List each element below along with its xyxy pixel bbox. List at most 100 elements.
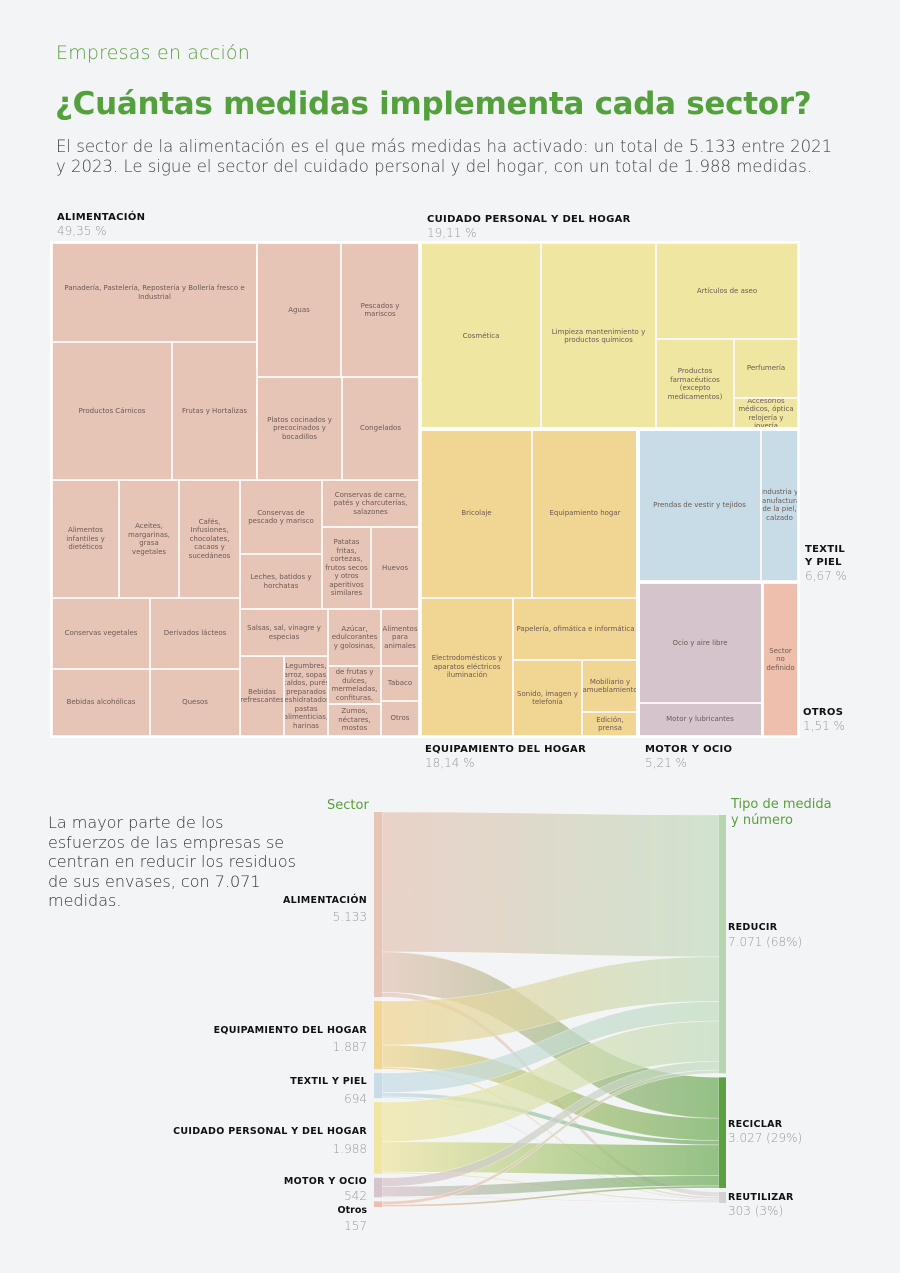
treemap-chart: Panadería, Pastelería, Repostería y Boll… <box>50 241 800 738</box>
treemap-cell-alimentacion: Quesos <box>150 669 240 736</box>
treemap-cell-label: Alimentos infantiles y dietéticos <box>66 526 105 552</box>
sector-pct-otros: 1,51 % <box>803 719 845 733</box>
treemap-cell-equipamiento: Sonido, imagen y telefonía <box>513 660 582 736</box>
treemap-cell-label: Panadería, Pastelería, Repostería y Boll… <box>64 284 245 301</box>
sankey-source-node-equipamiento <box>374 1001 382 1070</box>
sankey-flow-cuidado-reducir <box>381 1020 720 1143</box>
treemap-cell-alimentacion: Platos cocinados y precocinados y bocadi… <box>257 377 342 480</box>
treemap-cell-label: Cosmética <box>462 331 500 340</box>
treemap-cell-label: Productos farmacéuticos (excepto medicam… <box>667 367 723 401</box>
sankey-target-label-reciclar: RECICLAR <box>728 1119 783 1130</box>
treemap-cell-alimentacion: Productos Cárnicos <box>52 342 172 480</box>
sankey-flow-otros-reciclar <box>381 1185 720 1207</box>
sankey-flow-textil-reducir <box>381 1001 720 1093</box>
treemap-cell-label: Sector no definido <box>766 646 795 672</box>
treemap-cell-alimentacion: Panadería, Pastelería, Repostería y Boll… <box>52 243 257 342</box>
treemap-cell-label: Derivados lácteos <box>163 629 227 638</box>
treemap-cell-alimentacion: Alimentos infantiles y dietéticos <box>52 480 119 598</box>
treemap-cell-label: Conservas de frutas y dulces, mermeladas… <box>331 667 378 703</box>
sankey-source-label-alimentacion: ALIMENTACIÓN <box>282 895 367 906</box>
sector-label-otros: OTROS <box>803 707 844 718</box>
treemap-cell-label: Perfumería <box>746 364 786 373</box>
sankey-flow-equipamiento-reducir <box>381 956 720 1046</box>
treemap-cell-otros: Sector no definido <box>763 583 798 736</box>
treemap-cell-label: Bebidas alcohólicas <box>66 698 136 707</box>
treemap-cell-label: Ocio y aire libre <box>672 638 728 647</box>
treemap-cell-cuidado: Cosmética <box>421 243 541 429</box>
treemap-cell-equipamiento: Papelería, ofimática e informática <box>513 598 638 660</box>
treemap-cell-textil: Prendas de vestir y tejidos <box>638 429 761 581</box>
treemap-cell-label: Otros <box>390 714 410 723</box>
sector-pct-alimentacion: 49,35 % <box>57 224 107 238</box>
treemap-cell-label: Alimentos para animales <box>382 624 418 650</box>
treemap-cell-alimentacion: Legumbres, arroz, sopas, caldos, purés p… <box>284 656 328 736</box>
sankey-source-value-textil: 694 <box>344 1092 367 1106</box>
treemap-cell-alimentacion: Salsas, sal, vinagre y especias <box>240 609 328 656</box>
section-kicker: Empresas en acción <box>56 42 250 64</box>
sankey-source-value-cuidado: 1.988 <box>332 1142 367 1156</box>
sankey-source-value-equipamiento: 1.887 <box>332 1040 367 1054</box>
sector-pct-textil: 6,67 % <box>805 569 847 583</box>
sankey-flow-alimentacion-reciclar <box>381 951 720 1119</box>
treemap-cell-label: Frutas y Hortalizas <box>181 406 248 415</box>
treemap-cell-cuidado: Limpieza mantenimiento y productos quími… <box>541 243 656 429</box>
treemap-cell-equipamiento: Edición, prensa <box>582 712 638 736</box>
treemap-cell-label: Congelados <box>360 424 401 433</box>
treemap-cell-alimentacion: Conservas vegetales <box>52 598 150 669</box>
treemap-cell-equipamiento: Electrodomésticos y aparatos eléctricos … <box>421 598 513 736</box>
sankey-flow-motor-reciclar <box>381 1175 720 1197</box>
treemap-cell-label: Quesos <box>182 698 208 707</box>
treemap-cell-label: Conservas de pescado y marisco <box>248 508 314 526</box>
sankey-flow-cuidado-reciclar <box>381 1141 720 1176</box>
treemap-cell-cuidado: Accesorios médicos, óptica relojería y j… <box>734 398 798 429</box>
sector-pct-cuidado: 19,11 % <box>427 226 477 240</box>
treemap-cell-alimentacion: Pescados y mariscos <box>341 243 419 377</box>
sankey-source-node-cuidado <box>374 1102 382 1174</box>
treemap-cell-alimentacion: Derivados lácteos <box>150 598 240 669</box>
treemap-cell-label: Azúcar, edulcorantes y golosinas, <box>331 624 378 650</box>
sankey-target-value-reutilizar: 303 (3%) <box>728 1204 784 1218</box>
sankey-source-node-otros <box>374 1201 382 1207</box>
sankey-flow-motor-reutilizar <box>381 1196 720 1203</box>
treemap-cell-label: Motor y lubricantes <box>666 715 734 724</box>
lead-paragraph: El sector de la alimentación es el que m… <box>56 137 833 176</box>
sankey-target-node-reutilizar <box>719 1191 726 1203</box>
treemap-cell-label: Platos cocinados y precocinados y bocadi… <box>267 415 332 441</box>
treemap-cell-label: Aceites, margarinas, grasa vegetales <box>127 522 171 556</box>
treemap-cell-alimentacion: Aceites, margarinas, grasa vegetales <box>119 480 179 598</box>
sankey-flow-alimentacion-reutilizar <box>381 991 720 1198</box>
treemap-cell-label: Patatas fritas, cortezas, frutos secos y… <box>325 538 368 598</box>
treemap-cell-label: Prendas de vestir y tejidos <box>653 500 746 509</box>
treemap-cell-alimentacion: Frutas y Hortalizas <box>172 342 257 480</box>
treemap-cell-label: Tabaco <box>387 679 413 688</box>
page-title: ¿Cuántas medidas implementa cada sector? <box>55 86 812 122</box>
treemap-cell-motor: Ocio y aire libre <box>638 583 762 703</box>
treemap-cell-alimentacion: Cafés, Infusiones, chocolates, cacaos y … <box>179 480 240 598</box>
sector-label-motor: MOTOR Y OCIO <box>645 744 733 755</box>
treemap-cell-label: Equipamiento hogar <box>549 509 621 518</box>
sankey-target-value-reciclar: 3.027 (29%) <box>728 1131 803 1145</box>
treemap-cell-alimentacion: Otros <box>381 701 419 736</box>
sankey-flow-otros-reutilizar <box>381 1202 720 1208</box>
treemap-cell-label: Pescados y mariscos <box>360 301 400 319</box>
sankey-flow-textil-reciclar <box>381 1092 720 1146</box>
treemap-cell-label: Conservas de carne, patés y charcuterías… <box>333 490 408 516</box>
sector-label-equipamiento: EQUIPAMIENTO DEL HOGAR <box>425 744 587 755</box>
sankey-flow-equipamiento-reciclar <box>381 1044 720 1141</box>
sankey-source-node-textil <box>374 1073 382 1099</box>
sankey-source-value-alimentacion: 5.133 <box>332 910 367 924</box>
sankey-target-value-reducir: 7.071 (68%) <box>728 935 803 949</box>
treemap-cell-label: Bebidas refrescantes <box>240 687 284 705</box>
treemap-cell-equipamiento: Bricolaje <box>421 429 532 598</box>
sankey-target-label-reutilizar: REUTILIZAR <box>728 1192 794 1203</box>
treemap-cell-alimentacion: Patatas fritas, cortezas, frutos secos y… <box>322 527 371 609</box>
sector-pct-motor: 5,21 % <box>645 756 687 770</box>
treemap-cell-label: Electrodomésticos y aparatos eléctricos … <box>431 654 503 680</box>
treemap-cell-label: Industria y manufacturas de la piel, cal… <box>761 488 798 522</box>
treemap-cell-equipamiento: Equipamiento hogar <box>532 429 638 598</box>
sankey-intro: La mayor parte de los esfuerzos de las e… <box>48 813 296 910</box>
treemap-cell-alimentacion: Huevos <box>371 527 419 609</box>
sankey-target-heading: Tipo de medida y número <box>731 797 832 828</box>
treemap-cell-label: Aguas <box>288 305 310 314</box>
sankey-source-value-otros: 157 <box>344 1219 367 1233</box>
